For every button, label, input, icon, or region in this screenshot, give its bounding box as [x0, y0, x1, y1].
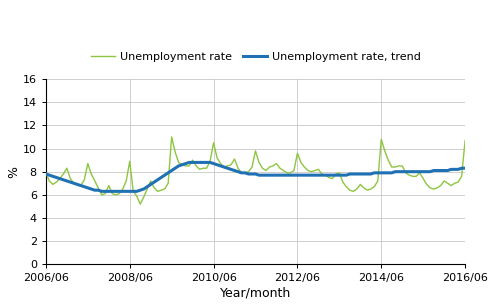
- Line: Unemployment rate: Unemployment rate: [46, 137, 465, 204]
- Legend: Unemployment rate, Unemployment rate, trend: Unemployment rate, Unemployment rate, tr…: [86, 48, 425, 66]
- Unemployment rate: [462, 139, 468, 142]
- Unemployment rate, trend: [85, 186, 91, 190]
- Line: Unemployment rate, trend: Unemployment rate, trend: [46, 162, 465, 191]
- Unemployment rate: [144, 187, 150, 191]
- Unemployment rate, trend: [441, 169, 447, 172]
- Unemployment rate: [228, 163, 234, 166]
- Unemployment rate: [441, 179, 447, 183]
- Unemployment rate, trend: [144, 185, 150, 188]
- Unemployment rate: [85, 162, 91, 166]
- Y-axis label: %: %: [7, 166, 20, 178]
- X-axis label: Year/month: Year/month: [220, 286, 291, 299]
- Unemployment rate, trend: [462, 166, 468, 170]
- Unemployment rate: [312, 169, 318, 172]
- Unemployment rate, trend: [99, 189, 105, 193]
- Unemployment rate, trend: [312, 173, 318, 177]
- Unemployment rate: [333, 172, 339, 176]
- Unemployment rate, trend: [186, 161, 192, 164]
- Unemployment rate: [169, 135, 175, 139]
- Unemployment rate, trend: [228, 167, 234, 171]
- Unemployment rate: [137, 202, 143, 206]
- Unemployment rate, trend: [43, 172, 49, 176]
- Unemployment rate, trend: [333, 173, 339, 177]
- Unemployment rate: [43, 171, 49, 175]
